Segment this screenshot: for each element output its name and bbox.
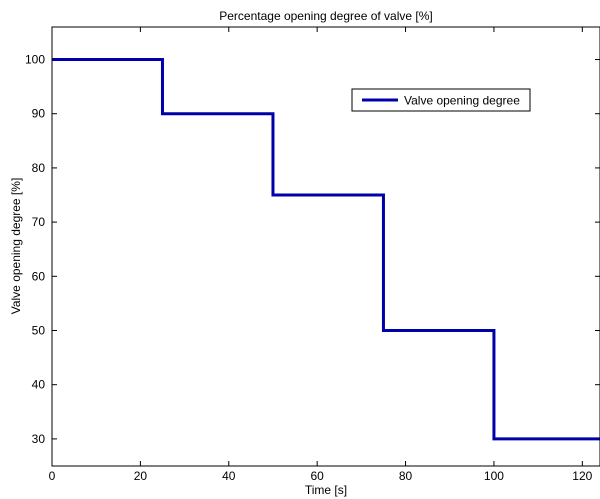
y-tick-label: 30: [32, 432, 46, 446]
x-tick-label: 60: [310, 469, 324, 483]
series-line-valve-opening-degree: [52, 58, 600, 441]
chart-title: Percentage opening degree of valve [%]: [219, 9, 432, 23]
y-axis-ticks: 30 40 50 60 70 80 90 100: [25, 53, 600, 446]
y-tick-label: 50: [32, 324, 46, 338]
y-axis-label: Valve opening degree [%]: [9, 178, 23, 315]
y-tick-label: 90: [32, 107, 46, 121]
y-tick-label: 80: [32, 161, 46, 175]
y-tick-label: 60: [32, 269, 46, 283]
x-axis-ticks: 0 20 40 60 80 100 120: [49, 27, 593, 483]
x-axis-label: Time [s]: [305, 483, 347, 497]
x-tick-label: 0: [49, 469, 56, 483]
x-tick-label: 80: [399, 469, 413, 483]
legend-label: Valve opening degree: [404, 94, 520, 108]
x-tick-label: 40: [222, 469, 236, 483]
legend: Valve opening degree: [351, 88, 531, 112]
y-tick-label: 100: [25, 53, 45, 67]
series-layer: [52, 58, 600, 441]
legend-box: [351, 88, 531, 112]
plot-frame: [51, 26, 600, 467]
x-tick-label: 120: [572, 469, 592, 483]
y-tick-label: 70: [32, 215, 46, 229]
y-tick-label: 40: [32, 378, 46, 392]
x-tick-label: 100: [484, 469, 504, 483]
x-tick-label: 20: [134, 469, 148, 483]
